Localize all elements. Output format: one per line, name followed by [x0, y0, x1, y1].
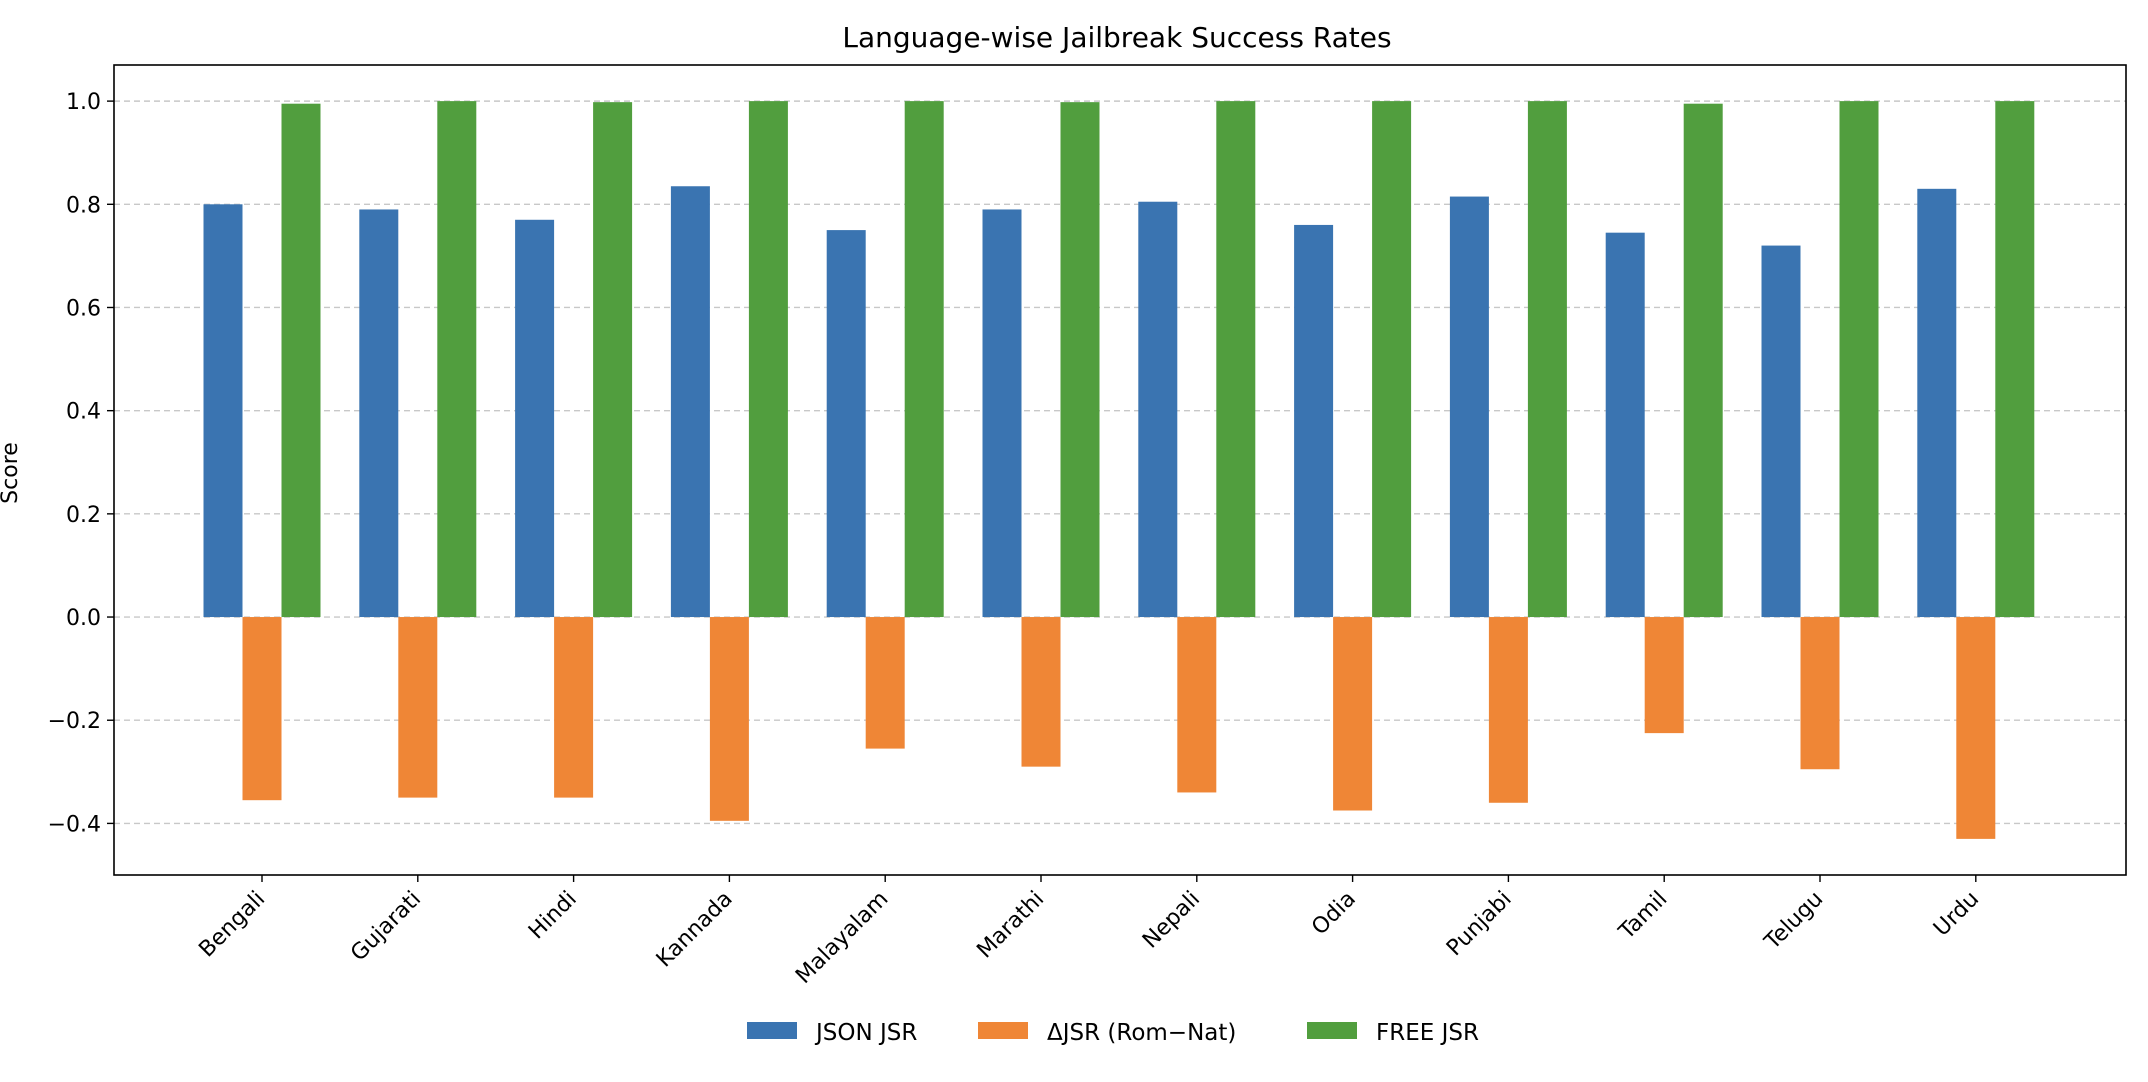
bar-jsr-rom-nat-malayalam: [865, 617, 905, 749]
legend-label: FREE JSR: [1376, 1020, 1479, 1046]
y-tick-label: −0.4: [48, 812, 101, 837]
bar-free-jsr-gujarati: [437, 101, 477, 618]
bar-jsr-rom-nat-hindi: [554, 617, 594, 798]
bar-free-jsr-malayalam: [904, 101, 944, 618]
bar-jsr-rom-nat-nepali: [1177, 617, 1217, 793]
y-tick-label: −0.2: [48, 709, 101, 734]
legend: JSON JSR ΔJSR (Rom−Nat) FREE JSR: [747, 1020, 1479, 1046]
bar-json-jsr-tamil: [1605, 232, 1645, 618]
legend-label: ΔJSR (Rom−Nat): [1047, 1020, 1236, 1046]
y-axis-label: Score: [0, 442, 23, 504]
bar-free-jsr-nepali: [1216, 101, 1256, 618]
bar-json-jsr-bengali: [203, 204, 243, 618]
bar-free-jsr-punjabi: [1527, 101, 1567, 618]
chart-title: Language-wise Jailbreak Success Rates: [842, 21, 1391, 54]
bar-jsr-rom-nat-bengali: [242, 617, 282, 801]
y-tick-label: 0.2: [66, 503, 101, 528]
bar-json-jsr-malayalam: [826, 230, 866, 618]
bar-free-jsr-bengali: [281, 103, 321, 618]
y-tick-label: 0.0: [66, 606, 101, 631]
bar-json-jsr-nepali: [1138, 201, 1178, 618]
y-axis-ticks: −0.4 −0.2 0.0 0.2 0.4 0.6 0.8 1.0: [48, 90, 114, 837]
bar-free-jsr-hindi: [593, 102, 633, 618]
legend-swatch: [1307, 1022, 1357, 1039]
bar-json-jsr-kannada: [670, 186, 710, 618]
bar-jsr-rom-nat-urdu: [1956, 617, 1996, 839]
bar-json-jsr-hindi: [515, 219, 555, 618]
y-tick-label: 0.4: [66, 400, 101, 425]
bar-free-jsr-telugu: [1839, 101, 1879, 618]
bar-json-jsr-marathi: [982, 209, 1022, 618]
plot-frame: [113, 64, 2127, 876]
bar-json-jsr-odia: [1294, 224, 1334, 618]
y-tick-label: 1.0: [66, 90, 101, 115]
bar-json-jsr-punjabi: [1449, 196, 1489, 618]
bar-json-jsr-gujarati: [359, 209, 399, 618]
bar-jsr-rom-nat-tamil: [1644, 617, 1684, 734]
y-tick-label: 0.8: [66, 193, 101, 218]
bar-free-jsr-odia: [1372, 101, 1412, 618]
legend-label: JSON JSR: [814, 1020, 917, 1046]
bars: [203, 101, 2035, 839]
y-tick-label: 0.6: [66, 296, 101, 321]
bar-json-jsr-urdu: [1917, 188, 1957, 618]
bar-free-jsr-tamil: [1683, 103, 1723, 618]
bar-free-jsr-kannada: [748, 101, 788, 618]
bar-free-jsr-marathi: [1060, 102, 1100, 618]
bar-free-jsr-urdu: [1995, 101, 2035, 618]
bar-jsr-rom-nat-gujarati: [398, 617, 438, 798]
bar-jsr-rom-nat-marathi: [1021, 617, 1061, 767]
legend-swatch: [978, 1022, 1028, 1039]
bar-jsr-rom-nat-kannada: [709, 617, 749, 821]
bar-json-jsr-telugu: [1761, 245, 1801, 618]
legend-swatch: [747, 1022, 797, 1039]
bar-jsr-rom-nat-telugu: [1800, 617, 1840, 770]
bar-jsr-rom-nat-odia: [1333, 617, 1373, 811]
bar-jsr-rom-nat-punjabi: [1488, 617, 1528, 803]
